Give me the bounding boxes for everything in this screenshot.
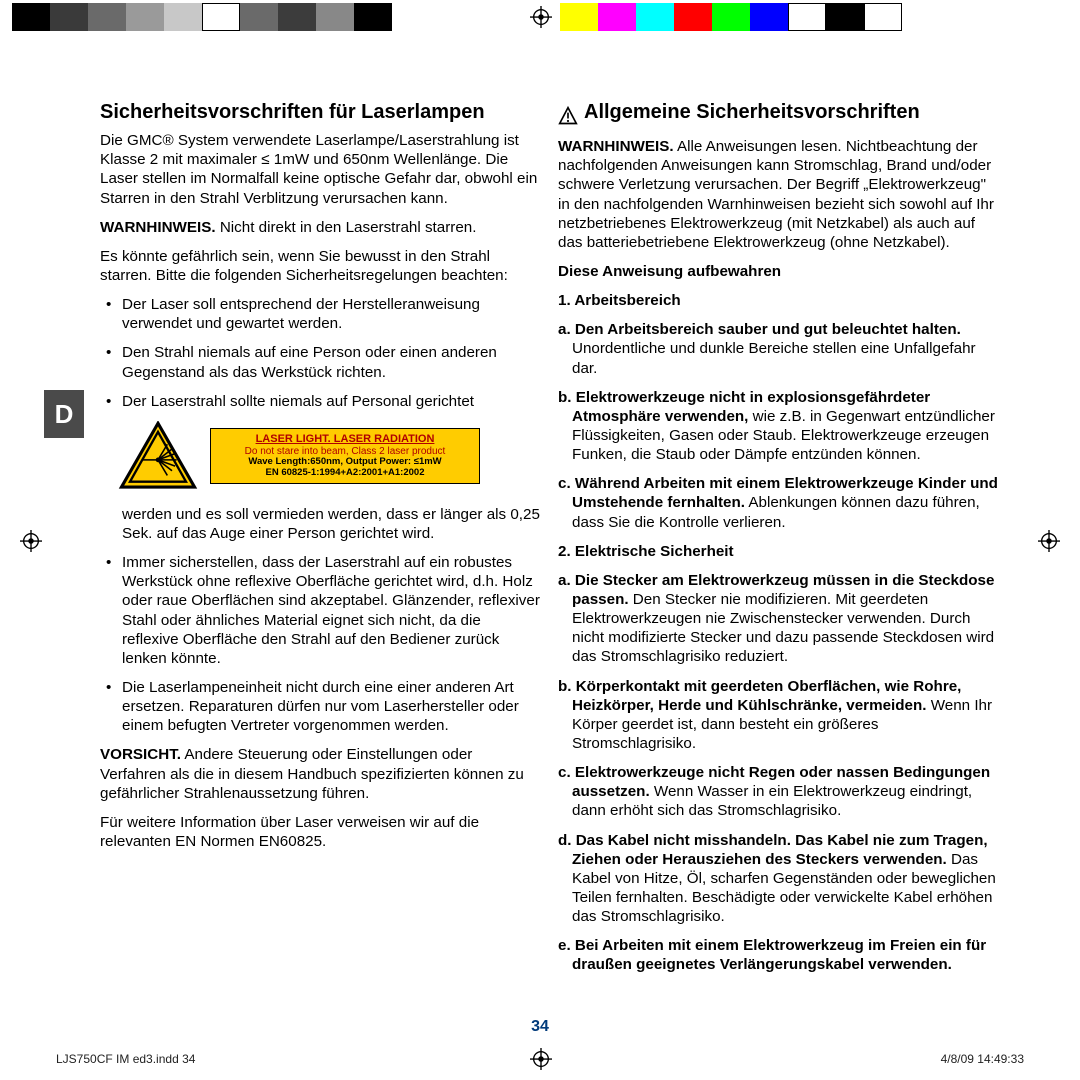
section-1-items: a. Den Arbeitsbereich sauber und gut bel… [558, 320, 998, 531]
colorbar-left [12, 3, 392, 31]
left-bullets: Der Laser soll entsprechend der Herstell… [100, 295, 540, 411]
section-2-items: a. Die Stecker am Elektrowerkzeug müssen… [558, 571, 998, 975]
section-1: 1. Arbeitsbereich [558, 291, 998, 310]
registration-mark-right [1038, 530, 1060, 552]
section-2: 2. Elektrische Sicherheit [558, 542, 998, 561]
bullet-4: Immer sicherstellen, dass der Laserstrah… [100, 553, 540, 668]
footer: LJS750CF IM ed3.indd 34 4/8/09 14:49:33 [56, 1052, 1024, 1066]
left-title: Sicherheitsvorschriften für Laserlampen [100, 100, 540, 125]
laser-triangle-icon [118, 421, 198, 491]
laser-warning-row: LASER LIGHT. LASER RADIATION Do not star… [118, 421, 540, 491]
laser-label: LASER LIGHT. LASER RADIATION Do not star… [210, 428, 480, 484]
left-bullets-2: werden und es soll vermieden werden, das… [100, 505, 540, 736]
bullet-1: Der Laser soll entsprechend der Herstell… [100, 295, 540, 333]
right-p1: WARNHINWEIS. Alle Anweisungen lesen. Nic… [558, 137, 998, 252]
page-number: 34 [0, 1018, 1080, 1036]
bullet-3: Der Laserstrahl sollte niemals auf Perso… [100, 392, 540, 411]
footer-right: 4/8/09 14:49:33 [941, 1052, 1024, 1066]
page: D Sicherheitsvorschriften für Laserlampe… [0, 0, 1080, 1080]
keep-instructions: Diese Anweisung aufbewahren [558, 262, 998, 281]
language-tab: D [44, 390, 84, 438]
right-title: Allgemeine Sicherheitsvorschriften [584, 100, 920, 125]
content: Sicherheitsvorschriften für Laserlampen … [100, 100, 1020, 1020]
left-p2: WARNHINWEIS. Nicht direkt in den Laserst… [100, 218, 540, 237]
footer-left: LJS750CF IM ed3.indd 34 [56, 1052, 195, 1066]
alert-icon [558, 106, 578, 126]
bullet-2: Den Strahl niemals auf eine Person oder … [100, 343, 540, 381]
left-p4: VORSICHT. Andere Steuerung oder Einstell… [100, 745, 540, 802]
left-column: Sicherheitsvorschriften für Laserlampen … [100, 100, 540, 985]
bullet-3b: werden und es soll vermieden werden, das… [100, 505, 540, 543]
left-p1: Die GMC® System verwendete Laserlampe/La… [100, 131, 540, 208]
left-p5: Für weitere Information über Laser verwe… [100, 813, 540, 851]
registration-mark-top [530, 6, 552, 28]
right-column: Allgemeine Sicherheitsvorschriften WARNH… [558, 100, 998, 985]
colorbar-right [560, 3, 902, 31]
registration-mark-left [20, 530, 42, 552]
left-p3: Es könnte gefährlich sein, wenn Sie bewu… [100, 247, 540, 285]
bullet-5: Die Laserlampeneinheit nicht durch eine … [100, 678, 540, 735]
